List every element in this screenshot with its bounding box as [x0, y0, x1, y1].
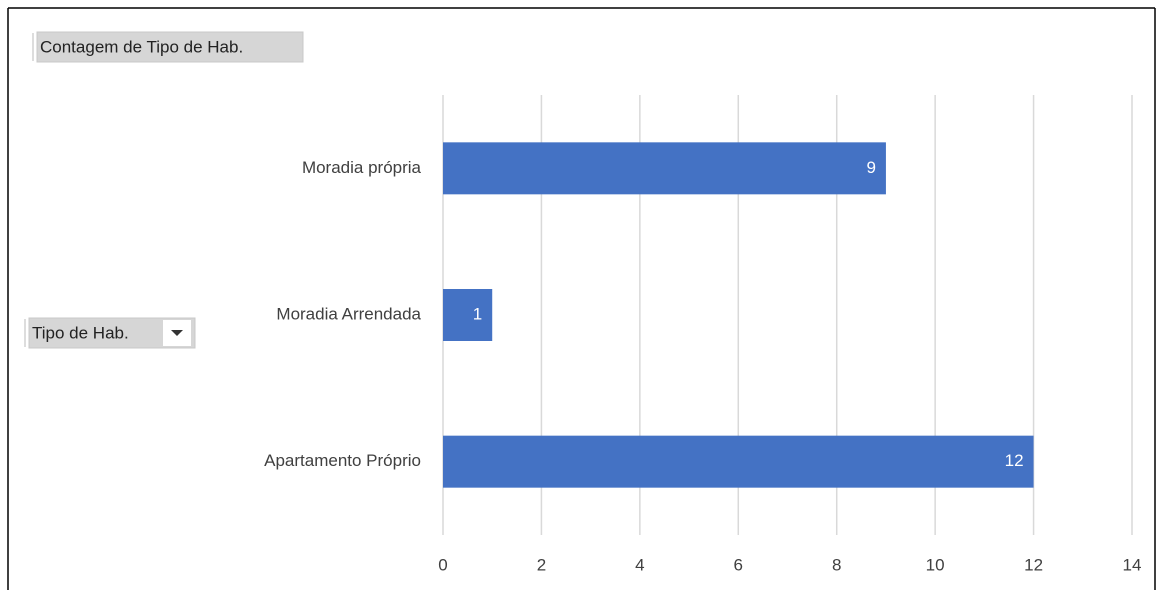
button-bg — [36, 31, 304, 63]
y-tick-label: Moradia própria — [302, 158, 422, 177]
axis-field-button[interactable]: Tipo de Hab. — [24, 317, 196, 349]
x-tick-label: 14 — [1123, 555, 1142, 574]
bar — [443, 289, 493, 341]
x-tick-label: 12 — [1024, 555, 1043, 574]
x-tick-label: 4 — [635, 555, 644, 574]
x-tick-label: 10 — [926, 555, 945, 574]
x-tick-label: 0 — [438, 555, 447, 574]
values-field-button[interactable]: Contagem de Tipo de Hab. — [32, 31, 304, 63]
x-tick-label: 6 — [734, 555, 743, 574]
bar — [443, 142, 886, 195]
button-label: Contagem de Tipo de Hab. — [40, 37, 243, 56]
button-label: Tipo de Hab. — [32, 323, 129, 342]
data-label: 9 — [866, 158, 875, 177]
bar — [443, 435, 1034, 488]
dropdown-arrow — [171, 330, 183, 336]
data-label: 1 — [473, 304, 482, 323]
x-tick-label: 8 — [832, 555, 841, 574]
y-tick-label: Apartamento Próprio — [264, 451, 421, 470]
y-tick-label: Moradia Arrendada — [276, 304, 421, 323]
x-tick-label: 2 — [537, 555, 546, 574]
data-label: 12 — [1005, 451, 1024, 470]
